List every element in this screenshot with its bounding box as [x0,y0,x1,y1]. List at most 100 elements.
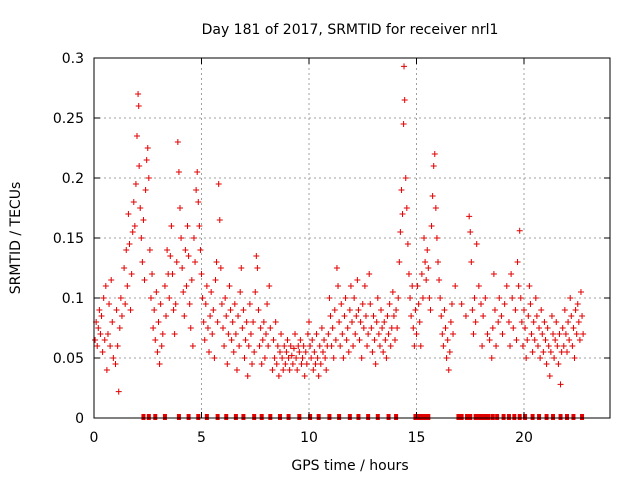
data-point [100,295,107,301]
data-point [570,325,577,331]
data-point [286,367,293,373]
data-point [471,295,478,301]
data-point [530,319,537,325]
y-tick-label: 0.05 [53,351,84,367]
data-point [214,319,221,325]
zero-point [416,414,421,420]
data-point [482,295,489,301]
x-tick-label: 15 [408,430,426,446]
data-point [418,271,425,277]
data-point [443,355,450,361]
zero-point [386,414,391,420]
data-point [574,301,581,307]
data-point [203,283,210,289]
data-point [118,313,125,319]
data-point [172,301,179,307]
data-point [538,307,545,313]
data-point [544,325,551,331]
zero-point [241,414,246,420]
data-point [367,301,374,307]
data-point [237,289,244,295]
data-point [294,367,301,373]
data-point [167,253,174,259]
data-point [128,271,135,277]
data-point [244,373,251,379]
data-point [127,307,134,313]
data-point [94,343,101,349]
data-point [288,352,295,359]
data-point [425,265,432,271]
data-point [396,259,403,265]
data-point [243,319,250,325]
data-point [531,337,538,343]
data-point [131,223,138,229]
data-point [102,283,109,289]
plot-frame [93,57,611,419]
data-point [557,381,564,388]
data-point [442,325,449,331]
data-point [525,313,532,319]
data-point [145,175,152,181]
data-point [242,337,249,343]
data-point [564,349,570,355]
data-point [302,349,309,355]
data-point [522,325,529,331]
data-point [554,343,561,349]
data-point [314,355,321,361]
zero-point [459,414,464,420]
data-point [542,337,549,343]
data-point [430,163,437,169]
data-point [183,283,190,289]
data-point [112,361,119,367]
data-point [551,355,558,361]
data-point [197,247,204,253]
zero-point [316,414,321,420]
data-point [121,265,128,271]
data-point [221,343,228,349]
zero-point [176,414,181,420]
data-point [116,325,123,331]
data-point [399,211,406,217]
data-point [189,343,196,349]
data-point [344,325,351,331]
zero-point [224,414,229,420]
data-point [360,325,367,331]
data-point [435,259,441,265]
data-point [282,361,289,367]
data-point [226,283,233,289]
data-point [132,181,139,187]
data-point [523,355,530,361]
chart-title: Day 181 of 2017, SRMTID for receiver nrl… [202,22,499,38]
data-point [547,349,554,355]
data-point [533,313,540,319]
data-point [196,223,203,229]
data-point [573,331,580,337]
data-point [134,133,140,139]
zero-point [512,414,517,420]
data-point [364,343,371,349]
zero-point [506,414,511,420]
data-point [437,295,444,301]
data-point [507,343,514,349]
data-point [408,313,415,319]
data-point [382,337,389,343]
data-point [285,355,292,361]
data-point [225,331,232,337]
data-point [350,343,357,349]
data-point [260,319,267,325]
data-point [185,253,192,259]
data-point [95,325,102,331]
zero-point [141,414,146,420]
zero-point [426,414,431,420]
data-point [107,343,114,349]
data-point [552,337,559,343]
zero-point [277,414,282,420]
data-point [394,325,401,331]
data-point [308,355,315,361]
data-point [376,343,383,349]
data-point [349,319,355,325]
data-point [336,319,343,325]
data-point [164,247,171,253]
data-point [486,337,493,343]
